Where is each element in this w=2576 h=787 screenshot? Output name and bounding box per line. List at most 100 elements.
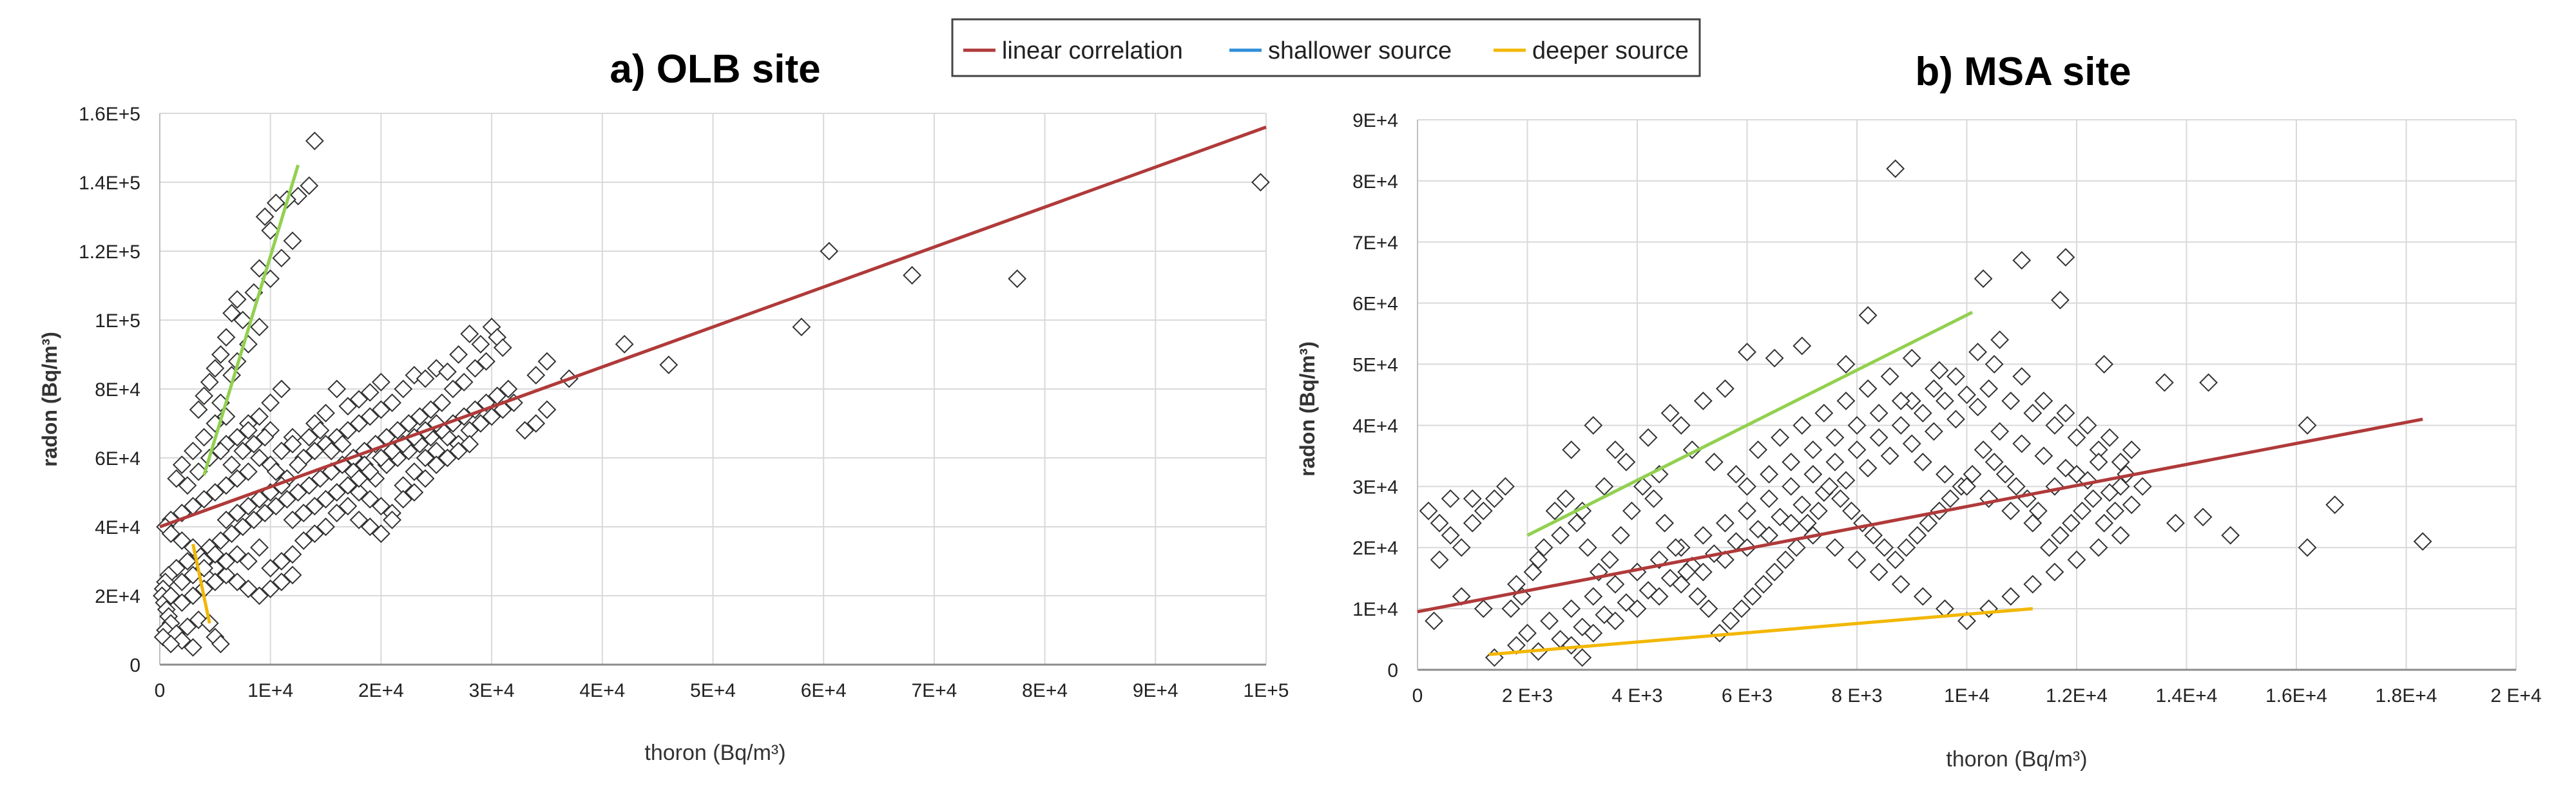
data-point: [349, 510, 369, 529]
y-tick-label: 2E+4: [95, 586, 140, 607]
data-point: [222, 303, 242, 323]
x-tick-label: 1.2E+4: [2046, 685, 2108, 706]
data-point: [238, 497, 258, 516]
x-tick-label: 1.6E+4: [2265, 685, 2327, 706]
data-point: [261, 221, 280, 240]
data-point: [2325, 495, 2345, 515]
data-point: [416, 369, 435, 388]
data-point: [261, 393, 280, 412]
data-point: [1715, 550, 1735, 569]
data-point: [1738, 343, 1756, 361]
data-point: [227, 573, 247, 592]
data-point: [1946, 367, 1965, 386]
data-point: [2095, 513, 2114, 533]
data-point: [261, 558, 280, 578]
data-point: [1820, 477, 1839, 496]
data-point: [1836, 471, 1856, 490]
data-point: [1660, 404, 1680, 422]
data-point: [2001, 392, 2021, 410]
y-tick-label: 0: [130, 655, 140, 676]
data-point: [1995, 464, 2015, 484]
data-point: [238, 579, 258, 598]
x-tick-label: 2E+4: [358, 680, 404, 701]
data-point: [189, 400, 208, 419]
data-point: [493, 338, 512, 357]
data-point: [2012, 367, 2032, 386]
legend-label-deeper-source: deeper source: [1532, 37, 1689, 64]
data-point: [178, 552, 197, 571]
x-tick-label: 2 E+3: [1502, 685, 1553, 706]
y-tick-label: 1.2E+5: [79, 242, 140, 263]
data-point: [2155, 373, 2174, 392]
x-tick-label: 4E+4: [579, 680, 625, 701]
y-tick-label: 1.4E+5: [79, 173, 140, 194]
data-point: [161, 634, 180, 654]
data-point: [465, 359, 485, 378]
y-tick-label: 6E+4: [95, 448, 140, 469]
data-point: [1693, 562, 1713, 582]
data-point: [255, 207, 274, 226]
data-point: [1655, 513, 1675, 533]
fit-line-linear-correlation: [1417, 417, 2423, 614]
data-point: [1913, 452, 1932, 471]
data-point: [2051, 526, 2070, 545]
data-point: [195, 386, 214, 406]
y-tick-label: 8E+4: [95, 379, 140, 401]
data-point: [278, 489, 296, 509]
data-point: [2067, 428, 2086, 447]
data-point: [371, 448, 390, 468]
data-point: [2039, 538, 2059, 557]
data-point: [2051, 290, 2070, 310]
data-point: [216, 476, 236, 495]
data-point: [1985, 355, 2004, 374]
y-tick-label: 1E+5: [95, 310, 140, 332]
data-point: [261, 579, 280, 598]
y-axis-label-olb: radon (Bq/m³): [38, 332, 61, 467]
data-point: [172, 531, 191, 550]
data-point: [222, 524, 242, 544]
data-point: [216, 328, 236, 347]
data-point: [289, 455, 308, 475]
data-point: [195, 489, 214, 509]
data-point: [1831, 489, 1850, 508]
data-point: [2023, 513, 2043, 533]
data-point: [820, 242, 839, 261]
data-point: [460, 435, 479, 454]
data-points-olb: [153, 131, 1270, 657]
x-tick-label: 1E+4: [1944, 685, 1990, 706]
data-point: [1595, 477, 1614, 496]
fit-lines-olb: [159, 126, 1267, 624]
data-point: [327, 504, 347, 523]
data-point: [1803, 440, 1823, 459]
data-point: [360, 407, 380, 426]
data-point: [1875, 538, 1894, 557]
data-point: [526, 366, 546, 385]
x-tick-label: 7E+4: [911, 680, 957, 701]
data-point: [1891, 416, 1910, 435]
data-point: [405, 462, 424, 481]
data-point: [410, 407, 429, 426]
data-point: [1754, 574, 1773, 594]
data-point: [206, 545, 225, 564]
y-tick-label: 2E+4: [1352, 538, 1398, 559]
x-tick-label: 6E+4: [801, 680, 847, 701]
data-point: [216, 565, 236, 585]
data-point: [1738, 477, 1756, 496]
data-point: [360, 462, 380, 481]
data-point: [1908, 526, 1927, 545]
data-point: [360, 517, 380, 536]
y-tick-label: 3E+4: [1352, 477, 1398, 498]
data-point: [1858, 306, 1878, 325]
axes-msa: [1417, 120, 2516, 671]
data-point: [1567, 513, 1586, 533]
data-point: [1864, 526, 1883, 545]
data-point: [244, 435, 264, 454]
data-point: [1836, 392, 1856, 410]
data-point: [349, 483, 369, 502]
data-point: [1990, 422, 2010, 441]
x-tick-label: 6 E+3: [1722, 685, 1773, 706]
data-point: [1919, 513, 1938, 533]
data-point: [1463, 513, 1482, 533]
data-point: [266, 193, 285, 213]
